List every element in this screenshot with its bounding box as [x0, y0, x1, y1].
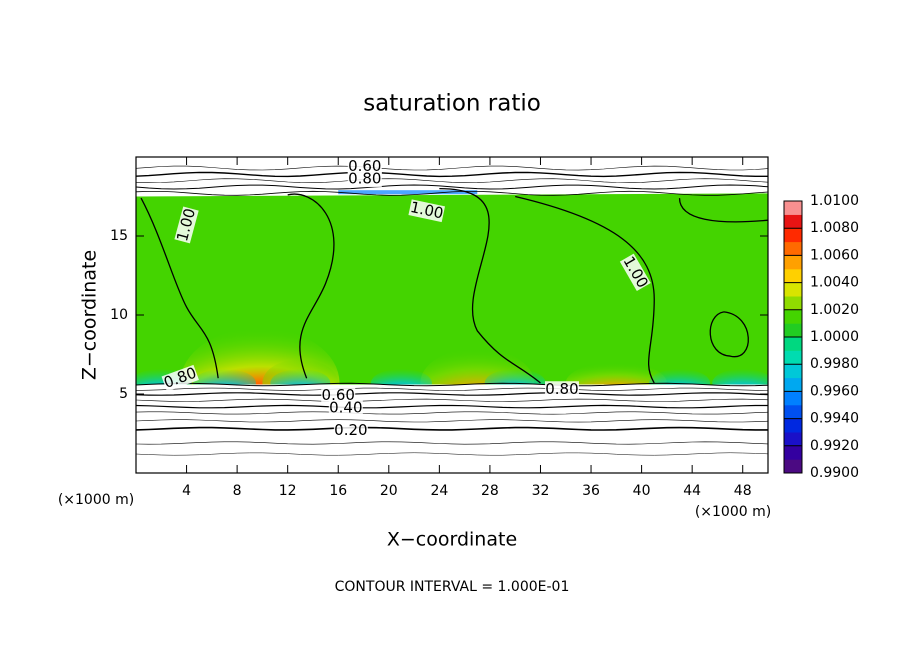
contour-line [439, 187, 541, 384]
y-unit-label: (×1000 m) [58, 492, 134, 508]
contour-line [136, 387, 768, 391]
contour-line [136, 398, 768, 402]
contour-line [136, 411, 768, 415]
contour-line [136, 190, 768, 196]
contour-line [136, 441, 768, 445]
x-tick-label: 16 [329, 483, 347, 499]
contour-label-bg [321, 387, 356, 404]
colorbar-swatch [784, 432, 802, 447]
contour-line [287, 193, 335, 379]
colorbar-swatch [784, 377, 802, 392]
contour-line [515, 195, 655, 384]
footer: CONTOUR INTERVAL = 1.000E-01 [335, 579, 570, 595]
chart-title: saturation ratio [363, 91, 541, 117]
contour-line [136, 178, 768, 184]
colorbar-swatch [784, 391, 802, 406]
colorbar-swatch [784, 255, 802, 270]
y-axis-label: Z−coordinate [79, 250, 101, 380]
contour-line [136, 184, 768, 190]
contour-label-bg [174, 206, 199, 244]
contour-line [136, 165, 768, 171]
contour-label: 0.60 [348, 157, 381, 175]
contour-line [709, 311, 749, 358]
contour-label-bg [161, 364, 199, 392]
colorbar-tick-label: 1.0020 [810, 302, 859, 318]
colorbar-tick-label: 1.0080 [810, 220, 859, 236]
colorbar-swatch [784, 350, 802, 365]
contour-label-bg [333, 422, 368, 439]
x-tick-label: 8 [233, 483, 242, 499]
contour-label: 0.40 [329, 399, 362, 417]
colorbar-swatch [784, 337, 802, 351]
colorbar-swatch [784, 445, 802, 460]
contour-label: 0.80 [348, 170, 381, 188]
colorbar-swatch [784, 418, 802, 433]
colorbar-swatch [784, 282, 802, 297]
contour-line [678, 198, 768, 223]
colorbar-tick-label: 1.0040 [810, 275, 859, 291]
x-tick-label: 48 [734, 483, 752, 499]
colorbar-swatch [784, 323, 802, 338]
colorbar-swatch [784, 269, 802, 283]
y-tick-label: 10 [110, 307, 128, 323]
colorbar-tick-label: 1.0000 [810, 329, 859, 345]
contour-label: 0.60 [322, 386, 355, 404]
contour-label: 0.80 [545, 380, 578, 398]
y-tick-label: 5 [119, 386, 128, 402]
colorbar-tick-label: 0.9940 [810, 411, 859, 427]
field [136, 158, 768, 473]
colorbar-tick-label: 1.0060 [810, 247, 859, 263]
contour-line [136, 419, 768, 423]
colorbar-swatch [784, 405, 802, 419]
x-tick-label: 4 [182, 483, 191, 499]
x-tick-label: 36 [582, 483, 600, 499]
contour-line [140, 197, 219, 379]
contour-line [136, 404, 768, 409]
field-strip [338, 190, 478, 195]
colorbar-swatch [784, 364, 802, 379]
x-tick-label: 28 [481, 483, 499, 499]
x-tick-label: 44 [683, 483, 701, 499]
colorbar-tick-label: 0.9900 [810, 465, 859, 481]
colorbar-swatch [784, 228, 802, 243]
colorbar-swatch [784, 201, 802, 215]
x-unit-label: (×1000 m) [695, 504, 771, 520]
colorbar-tick-label: 0.9960 [810, 383, 859, 399]
x-tick-label: 20 [380, 483, 398, 499]
y-tick-label: 15 [110, 228, 128, 244]
contour-label-bg [347, 158, 382, 175]
colorbar-swatch [784, 296, 802, 311]
contour-line [136, 382, 768, 387]
colorbar-tick-label: 1.0100 [810, 193, 859, 209]
x-tick-label: 32 [532, 483, 550, 499]
contour-label-bg [544, 381, 579, 398]
contour-line [136, 452, 768, 456]
contour-label-bg [347, 171, 382, 188]
colorbar-tick-label: 0.9920 [810, 438, 859, 454]
colorbar-tick-label: 0.9980 [810, 356, 859, 372]
contour-label: 0.20 [334, 421, 367, 439]
colorbar-swatch [784, 241, 802, 256]
x-axis-label: X−coordinate [387, 529, 517, 551]
contour-label-bg [328, 400, 363, 417]
colorbar-swatch [784, 309, 802, 324]
colorbar-swatch [784, 459, 802, 474]
colorbar-swatch [784, 214, 802, 229]
x-tick-label: 12 [279, 483, 297, 499]
contour-line [136, 426, 768, 431]
contour-line [136, 171, 768, 178]
x-tick-label: 40 [633, 483, 651, 499]
contour-label-bg [408, 199, 446, 223]
x-tick-label: 24 [430, 483, 448, 499]
contour-label-bg [619, 253, 651, 292]
contour-line [136, 392, 768, 396]
